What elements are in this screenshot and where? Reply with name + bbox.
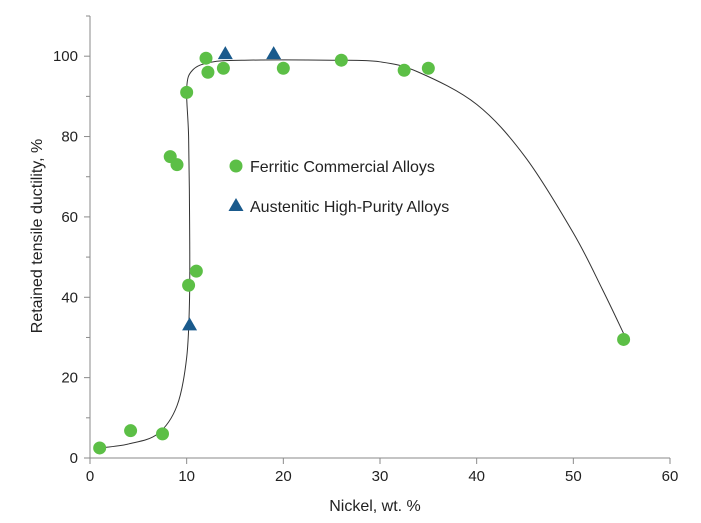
axes: 0 10 20 30 40 50 60 0 20 40 60 80 100 xyxy=(53,15,679,485)
ferritic-data-point xyxy=(397,63,411,77)
x-tick-label: 30 xyxy=(372,468,389,485)
y-axis-title: Retained tensile ductility, % xyxy=(29,139,46,333)
ferritic-data-point xyxy=(182,278,196,292)
ferritic-data-point xyxy=(276,61,290,75)
y-tick-label: 100 xyxy=(53,48,78,65)
austenitic-data-point xyxy=(182,317,198,331)
ferritic-data-point xyxy=(189,264,203,278)
y-tick-label: 40 xyxy=(61,289,78,306)
ferritic-data-point xyxy=(156,427,169,441)
legend-circle-icon xyxy=(229,159,243,173)
x-tick-label: 10 xyxy=(178,468,195,485)
trend-curve xyxy=(99,59,625,449)
ferritic-data-point xyxy=(199,51,213,65)
x-tick-label: 0 xyxy=(86,468,94,485)
y-tick-label: 20 xyxy=(61,370,78,387)
ferritic-data-point xyxy=(334,53,348,67)
legend-label: Ferritic Commercial Alloys xyxy=(250,159,435,176)
ferritic-data-point xyxy=(124,424,138,438)
ferritic-data-point xyxy=(170,158,184,172)
ferritic-data-point xyxy=(180,85,194,99)
legend: Ferritic Commercial Alloys Austenitic Hig… xyxy=(228,159,449,216)
austenitic-data-point xyxy=(266,46,282,60)
ferritic-data-point xyxy=(421,61,435,75)
data-points xyxy=(93,46,631,455)
y-tick-label: 80 xyxy=(61,129,78,146)
legend-label: Austenitic High-Purity Alloys xyxy=(250,199,449,216)
x-tick-label: 20 xyxy=(275,468,292,485)
ferritic-data-point xyxy=(201,65,215,79)
y-tick-label: 60 xyxy=(61,209,78,226)
x-tick-label: 40 xyxy=(468,468,485,485)
legend-triangle-icon xyxy=(228,197,244,211)
ferritic-data-point xyxy=(216,61,230,75)
x-axis-title: Nickel, wt. % xyxy=(329,498,421,515)
y-tick-label: 0 xyxy=(70,450,78,467)
trend-curve-layer xyxy=(99,59,625,449)
ferritic-data-point xyxy=(93,441,107,455)
x-tick-label: 60 xyxy=(662,468,679,485)
x-tick-label: 50 xyxy=(565,468,582,485)
ferritic-data-point xyxy=(617,332,631,346)
austenitic-data-point xyxy=(217,46,233,60)
